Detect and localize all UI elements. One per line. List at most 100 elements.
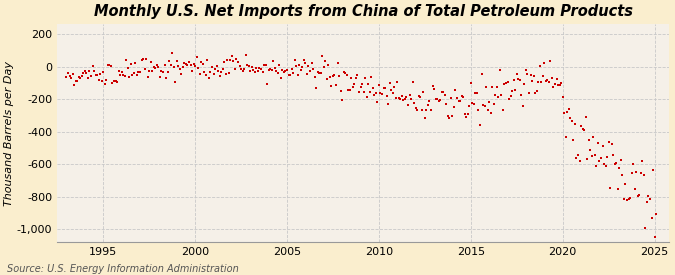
Point [352,73,363,77]
Point [510,88,520,92]
Point [70,79,81,83]
Point [325,74,335,79]
Point [180,62,191,66]
Point [162,70,173,75]
Point [64,73,75,78]
Point [514,78,525,82]
Point [475,122,485,127]
Point [536,79,547,84]
Point [113,69,124,73]
Point [564,107,574,111]
Point [340,70,350,75]
Point [634,193,645,197]
Point [418,89,429,94]
Point [453,99,464,104]
Point [119,74,130,79]
Point [110,79,121,83]
Point [310,86,321,90]
Point [286,67,297,71]
Point [433,98,444,103]
Point [354,90,364,94]
Point [435,98,446,102]
Point [337,98,348,102]
Point [82,76,93,80]
Point [490,93,501,97]
Point [459,112,470,116]
Point [572,153,583,157]
Point [595,156,606,160]
Point [458,94,468,99]
Point [107,81,118,86]
Point [438,89,449,94]
Point [275,75,286,80]
Point [144,68,155,73]
Point [80,69,90,73]
Point [562,110,572,114]
Point [250,70,261,75]
Point [585,148,595,153]
Point [505,94,516,98]
Point [277,68,288,72]
Point [507,89,518,93]
Point [274,63,285,67]
Point [165,63,176,68]
Point [170,80,181,85]
Point [271,68,281,73]
Point [104,63,115,67]
Point [551,77,562,81]
Point [482,108,493,112]
Point [455,99,466,103]
Point [409,101,420,105]
Point [90,72,101,77]
Point [308,66,319,71]
Point [362,81,373,86]
Point [628,161,639,166]
Point [452,96,462,100]
Point [234,64,245,68]
Point [545,59,556,63]
Point [519,81,530,86]
Point [580,115,591,119]
Point [554,83,565,87]
Point [350,76,361,81]
Point [204,76,215,80]
Point [150,65,161,70]
Point [601,155,612,160]
Point [210,67,221,72]
Point [537,74,548,78]
Point [518,104,529,108]
Point [629,186,640,191]
Point [196,59,207,64]
Point [522,72,533,76]
Point [566,119,577,124]
Point [147,68,158,73]
Point [193,66,204,70]
Point [373,82,384,87]
Point [502,79,513,84]
Point [124,75,135,79]
Point [346,76,357,80]
Point [294,63,304,68]
Point [430,97,441,101]
Point [641,200,652,205]
Point [306,60,317,65]
Point [542,78,553,82]
Point [281,68,292,72]
Point [259,63,269,68]
Point [191,55,202,60]
Point [136,58,147,63]
Point [279,70,290,74]
Y-axis label: Thousand Barrels per Day: Thousand Barrels per Day [4,61,14,206]
Point [303,63,314,68]
Point [298,57,309,62]
Point [93,78,104,82]
Point [246,64,257,69]
Point [390,95,401,100]
Point [358,90,369,94]
Point [645,197,655,201]
Point [367,86,378,90]
Point [222,57,233,62]
Point [134,70,145,75]
Point [233,60,244,64]
Point [444,116,455,120]
